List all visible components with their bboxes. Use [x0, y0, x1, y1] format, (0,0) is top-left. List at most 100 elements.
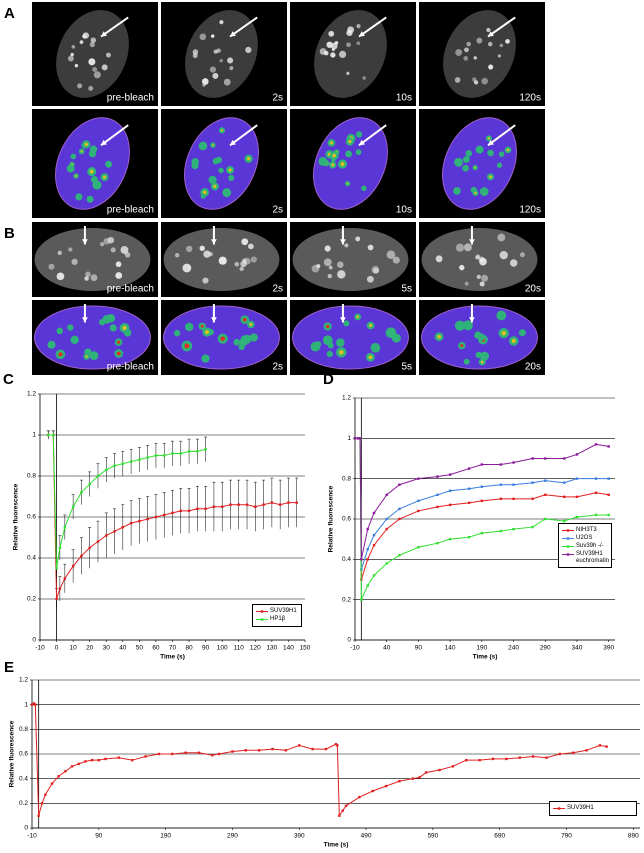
spot: [192, 49, 199, 55]
time-label: 2s: [272, 284, 283, 295]
spot: [487, 41, 493, 47]
data-point: [311, 747, 314, 751]
arrow-head: [100, 139, 107, 146]
data-point: [57, 775, 60, 778]
spot: [361, 185, 367, 191]
x-tick-label: 190: [476, 645, 487, 652]
data-point: [491, 757, 495, 761]
nucleus: [56, 10, 129, 98]
spot: [477, 333, 486, 341]
data-point: [58, 587, 62, 590]
spot-core: [184, 343, 190, 349]
image-cell: 20s: [419, 222, 545, 297]
x-tick-label: 90: [415, 645, 423, 652]
arrow-head: [100, 31, 107, 37]
nucleus-body: [292, 305, 409, 370]
data-point: [372, 574, 376, 577]
x-tick-label: 40: [119, 645, 127, 652]
spot: [310, 341, 321, 352]
data-point: [71, 505, 75, 508]
data-point: [146, 456, 149, 459]
x-tick-label: -10: [35, 645, 45, 652]
data-point: [44, 793, 47, 796]
spot-core: [116, 351, 121, 356]
image-cell: 2s: [161, 300, 287, 375]
spot-core: [220, 129, 224, 132]
data-point: [544, 493, 547, 496]
spot-core: [474, 191, 477, 195]
image-cell: 2s: [161, 2, 287, 106]
spot-core: [242, 317, 247, 322]
legend-entry: Suv39h -/-: [562, 543, 608, 550]
data-point: [512, 497, 515, 501]
data-point: [448, 503, 452, 507]
spot: [345, 150, 353, 158]
legend-marker: [566, 552, 570, 556]
spot: [311, 264, 320, 273]
data-point: [467, 501, 471, 505]
data-point: [121, 462, 125, 465]
legend-label: NIH3T3: [576, 527, 597, 533]
spot-core: [437, 334, 441, 339]
y-tick-label: 0.8: [19, 726, 28, 733]
spot-core: [332, 153, 337, 158]
spot: [66, 164, 75, 173]
data-point: [478, 758, 481, 762]
spot: [465, 150, 473, 157]
spot: [71, 45, 76, 49]
spot: [463, 156, 470, 163]
spot: [478, 256, 485, 262]
data-point: [544, 517, 547, 521]
spot: [475, 145, 484, 154]
data-point: [360, 558, 363, 561]
spot: [486, 27, 491, 33]
data-point: [117, 756, 121, 759]
time-label: 20s: [525, 284, 541, 295]
time-label: 5s: [401, 284, 412, 295]
legend-marker: [566, 537, 570, 540]
panel-label: C: [3, 371, 14, 388]
arrow-shaft: [358, 16, 387, 38]
data-point: [575, 515, 579, 519]
legend-swatch: [562, 537, 574, 540]
spot: [212, 72, 219, 79]
x-tick-label: -10: [27, 833, 37, 840]
legend-entry: SUV39H1: [256, 608, 298, 615]
spot: [203, 250, 211, 258]
legend-marker: [566, 529, 570, 532]
spot: [475, 351, 482, 359]
x-tick-label: 790: [561, 833, 572, 840]
spot: [213, 49, 218, 54]
spot-core: [220, 336, 225, 341]
data-point: [179, 509, 182, 513]
spot: [57, 250, 62, 256]
spot: [250, 256, 257, 263]
spot: [323, 258, 332, 267]
arrow-shaft: [229, 124, 258, 147]
spot: [337, 261, 344, 268]
data-point: [598, 744, 602, 747]
data-point: [245, 503, 249, 506]
data-point: [344, 804, 348, 807]
spot: [496, 310, 507, 321]
spot: [123, 329, 132, 337]
data-point: [298, 744, 301, 747]
x-tick-label: 590: [427, 833, 438, 840]
data-point: [531, 481, 534, 484]
time-label: pre-bleach: [107, 205, 154, 216]
data-point: [211, 754, 214, 757]
data-point: [113, 530, 116, 533]
x-tick-label: 890: [628, 833, 639, 840]
legend-marker: [260, 610, 264, 613]
spot: [240, 260, 247, 268]
data-point: [480, 463, 484, 466]
y-tick-label: 0.8: [27, 473, 36, 480]
spot: [330, 42, 338, 50]
spot: [200, 193, 206, 199]
legend-entry: SUV39H1 euchromatin: [562, 551, 609, 565]
legend-swatch: [256, 610, 268, 613]
spot: [356, 24, 361, 29]
y-tick-label: 1: [32, 432, 36, 439]
nucleus: [421, 305, 538, 370]
